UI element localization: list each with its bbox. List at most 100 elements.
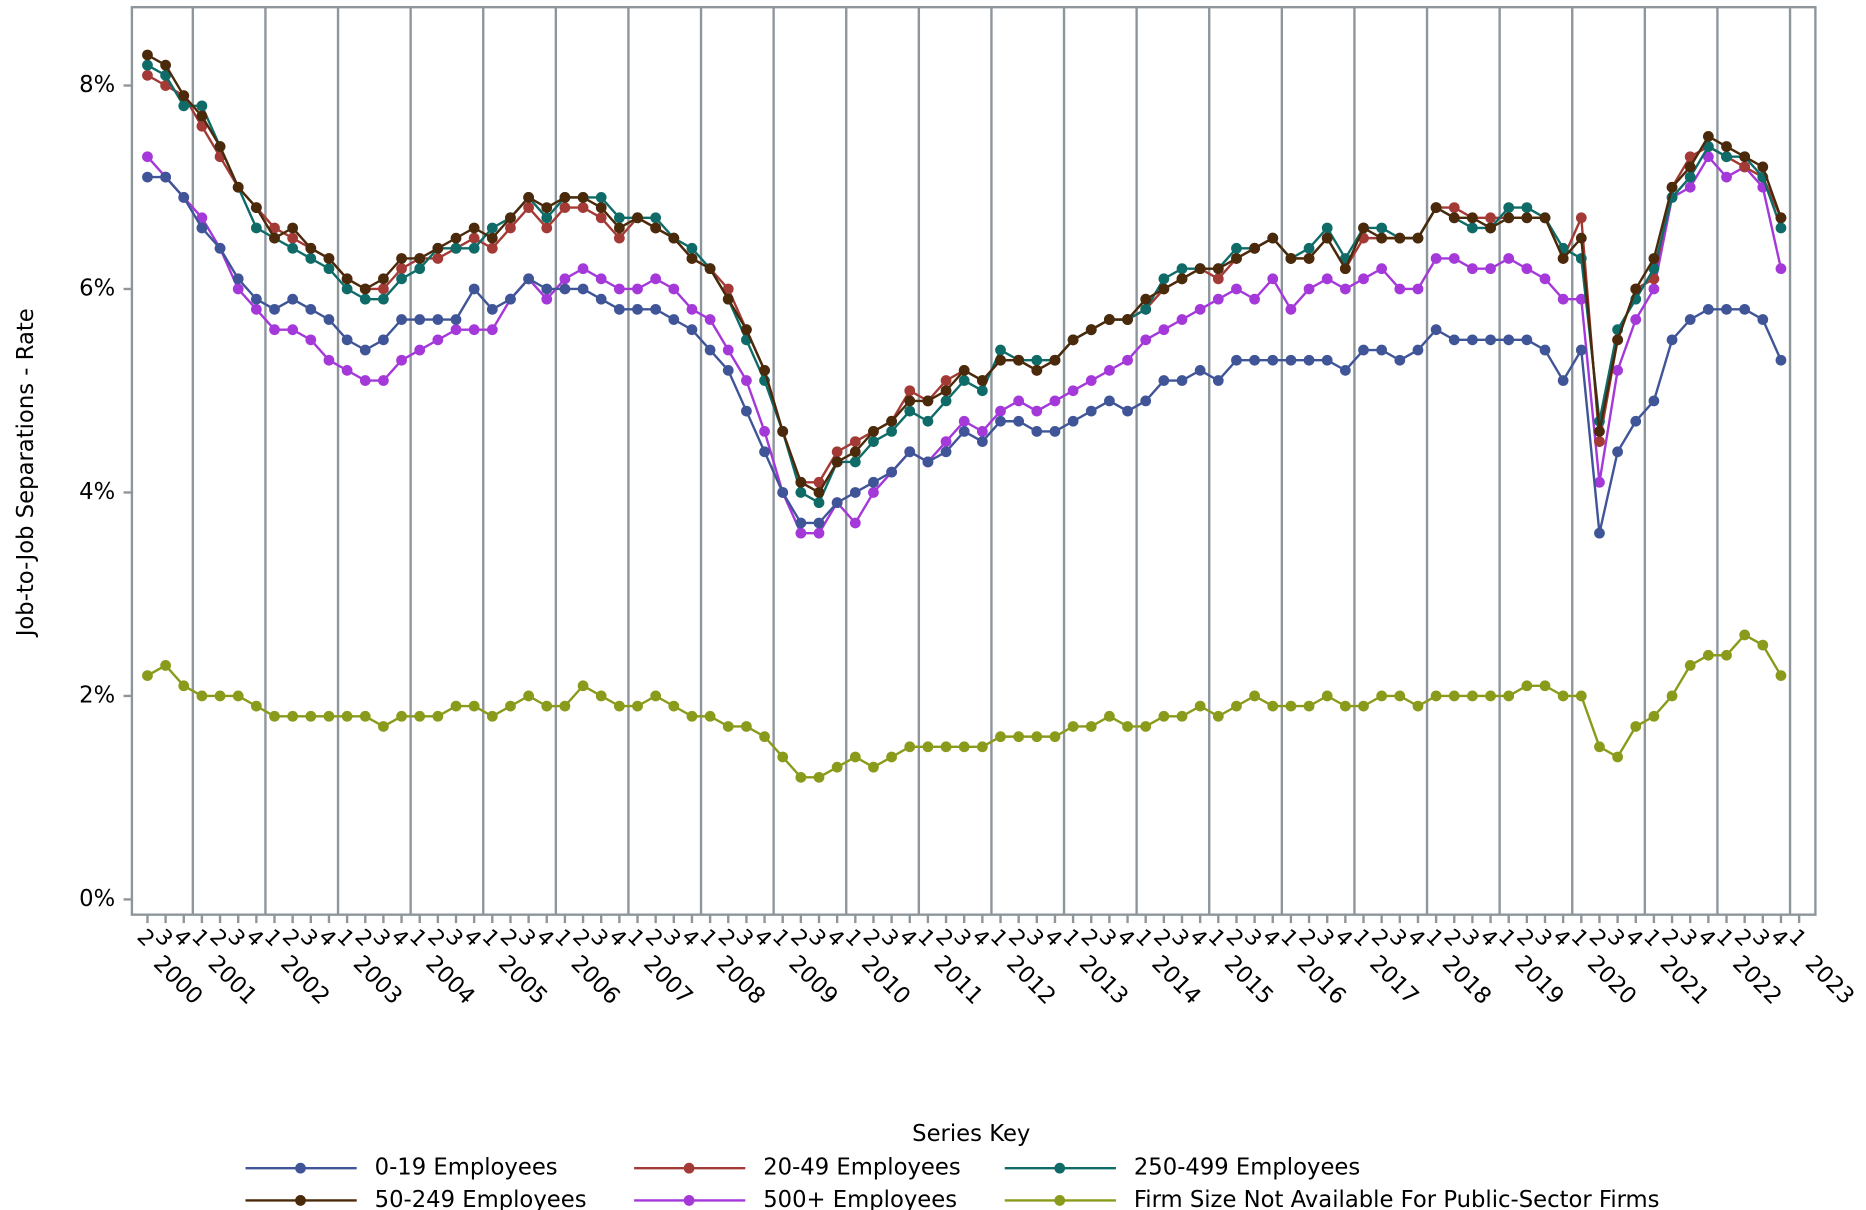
data-point [1231,253,1242,264]
data-point [1485,212,1496,224]
data-point [1448,690,1460,702]
data-point [1249,242,1260,254]
data-point [1031,731,1043,743]
data-point [1339,700,1351,712]
data-point [1376,232,1388,244]
data-point [577,263,589,275]
data-point [178,192,190,203]
data-point [323,253,335,264]
data-point [849,436,861,447]
data-point [1104,364,1115,376]
year-label: 2003 [348,951,407,1010]
data-point [1594,476,1605,488]
data-point [1485,334,1496,346]
data-point [613,232,625,244]
data-point [1721,649,1732,661]
data-point [1467,222,1478,234]
data-point [1231,700,1242,712]
data-point [795,487,807,498]
data-point [1430,253,1442,264]
data-point [813,497,825,509]
data-point [1140,334,1152,346]
data-point [632,212,643,224]
data-point [160,80,171,91]
data-point [432,314,444,325]
data-point [1575,232,1587,244]
data-point [1321,232,1333,244]
legend-marker [1054,1162,1066,1174]
data-point [396,710,407,722]
data-point [1521,263,1533,275]
data-point [1249,354,1260,366]
data-point [414,314,426,325]
data-point [904,446,916,458]
data-point [886,751,897,763]
data-point [940,385,952,397]
year-label: 2001 [203,951,262,1010]
data-point [813,771,825,783]
data-point [868,487,879,498]
data-point [1412,344,1424,356]
data-point [359,283,371,295]
year-label: 2004 [420,951,479,1010]
y-tick-label: 2% [79,682,115,708]
data-point [541,202,553,213]
data-point [432,334,444,346]
data-point [577,283,589,295]
data-point [1194,364,1206,376]
data-point [1376,222,1388,234]
data-point [523,202,534,213]
data-point [1721,303,1732,315]
data-point [160,69,171,81]
data-point [940,436,952,447]
data-point [1013,731,1025,743]
data-point [686,710,698,722]
data-point [1485,690,1496,702]
data-point [178,90,190,102]
year-label: 2002 [275,951,334,1010]
data-point [1212,375,1224,386]
data-point [1775,222,1787,234]
data-point [287,232,299,244]
data-point [1521,212,1533,224]
data-point [1158,324,1170,336]
data-point [1612,751,1623,763]
data-point [1612,446,1623,458]
data-point [813,517,825,529]
data-point [1394,283,1406,295]
year-label: 2008 [711,951,770,1010]
data-point [1594,426,1605,437]
data-point [1684,660,1696,671]
data-point [505,700,516,712]
data-point [1557,375,1569,386]
data-point [1648,283,1660,295]
data-point [1394,232,1406,244]
data-point [232,283,244,295]
data-point [559,283,571,295]
data-point [559,192,571,203]
data-point [1702,141,1714,152]
data-point [1104,710,1115,722]
data-point [922,395,934,407]
data-point [1339,283,1351,295]
data-point [378,334,389,346]
data-point [523,273,534,285]
data-point [541,293,553,305]
data-point [741,405,752,417]
data-point [1031,354,1043,366]
data-point [1140,395,1152,407]
data-point [831,761,843,773]
data-point [160,660,171,671]
data-point [1303,700,1315,712]
data-point [1376,263,1388,275]
data-point [613,700,625,712]
data-point [1122,354,1133,366]
year-label: 2020 [1582,951,1641,1010]
data-point [1031,405,1043,417]
data-point [287,222,299,234]
data-point [559,273,571,285]
data-point [1775,263,1787,275]
data-point [1702,131,1714,142]
data-point [613,303,625,315]
data-point [1612,364,1623,376]
